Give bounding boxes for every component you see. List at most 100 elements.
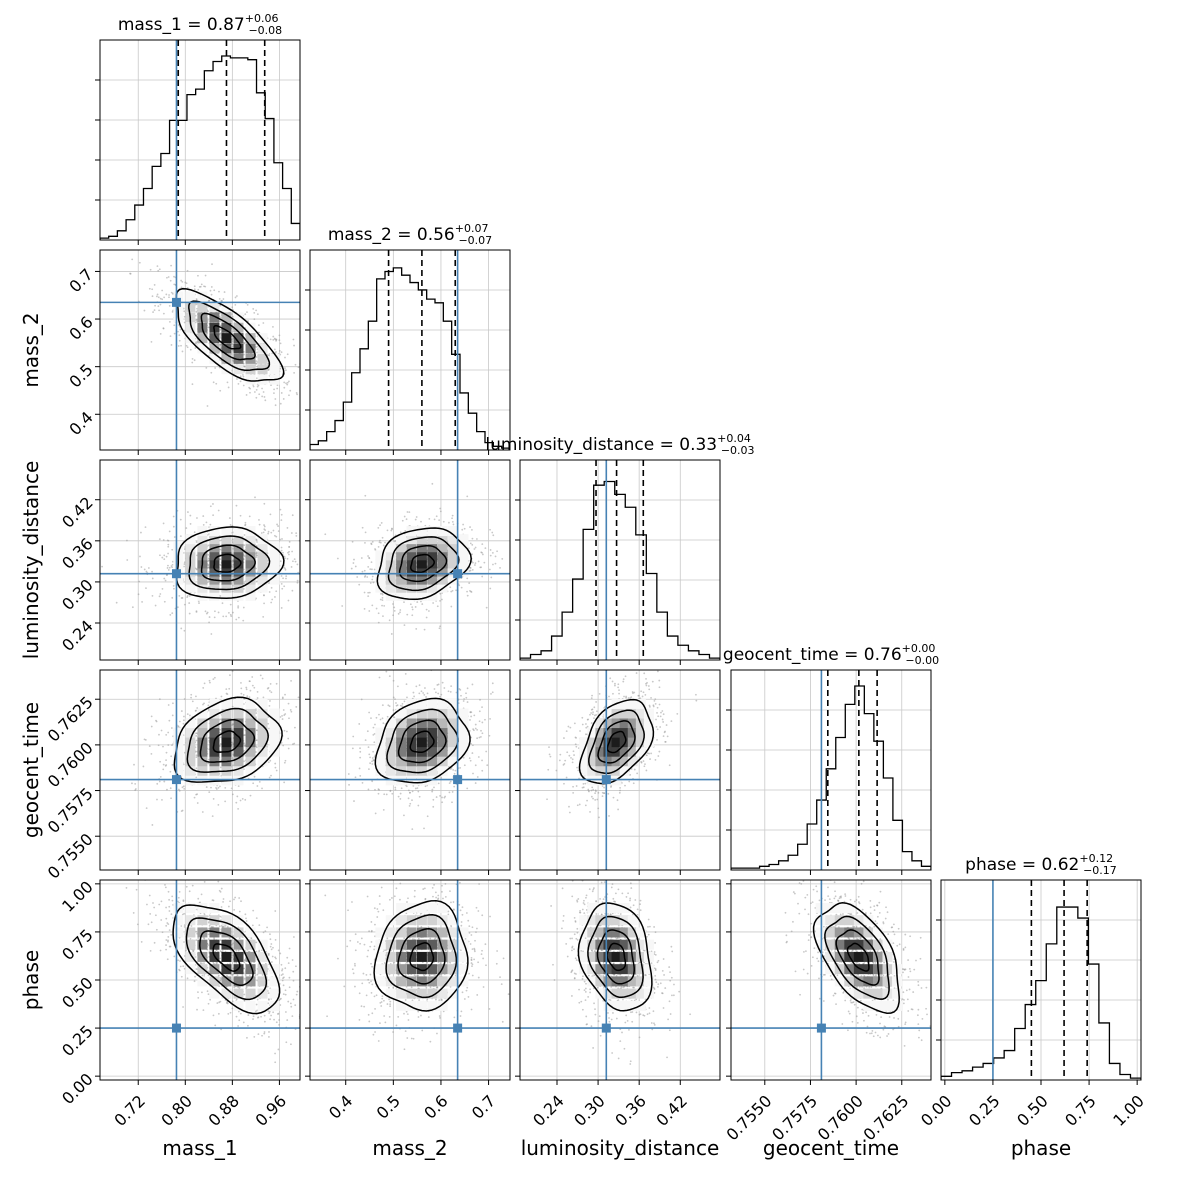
scatter-point: [371, 575, 374, 578]
scatter-point: [237, 616, 240, 619]
scatter-point: [210, 786, 212, 789]
scatter-point: [280, 582, 283, 585]
scatter-point: [208, 679, 211, 682]
scatter-point: [162, 539, 165, 541]
scatter-point: [451, 791, 454, 793]
scatter-point: [382, 544, 385, 547]
scatter-point: [435, 691, 437, 694]
scatter-point: [401, 705, 404, 708]
panel-frame: [99, 669, 301, 871]
scatter-point: [219, 548, 221, 551]
scatter-point: [165, 759, 167, 762]
density-cell: [221, 590, 232, 601]
scatter-point: [462, 700, 465, 702]
scatter-point: [171, 310, 174, 313]
density-cell: [185, 566, 196, 577]
density-cell: [173, 746, 184, 757]
scatter-point: [235, 618, 238, 621]
density-cell: [257, 582, 268, 593]
scatter-point: [188, 612, 191, 615]
scatter-point: [392, 696, 395, 699]
scatter-point: [273, 337, 276, 340]
density-cell: [385, 542, 396, 553]
scatter-point: [285, 577, 287, 580]
scatter-point: [280, 549, 283, 552]
scatter-point: [243, 370, 245, 373]
scatter-point: [394, 788, 397, 791]
scatter-point: [173, 332, 176, 335]
scatter-point: [181, 786, 184, 789]
scatter-point: [293, 558, 296, 561]
scatter-point: [374, 548, 376, 550]
density-cell: [257, 574, 268, 585]
scatter-point: [179, 535, 182, 538]
scatter-point: [159, 776, 162, 778]
title-minus: −0.03: [721, 444, 755, 457]
title-main: luminosity_distance = 0.33: [485, 435, 717, 455]
scatter-point: [261, 387, 263, 390]
y-tick-label: 0.7600: [44, 738, 97, 791]
scatter-point: [242, 606, 245, 609]
scatter-point: [253, 311, 256, 314]
scatter-point: [152, 311, 154, 313]
scatter-point: [158, 538, 161, 541]
scatter-point: [283, 729, 286, 732]
scatter-point: [491, 531, 494, 534]
scatter-point: [408, 804, 411, 807]
scatter-point: [252, 385, 255, 388]
scatter-point: [234, 296, 237, 299]
scatter-point: [291, 589, 294, 592]
panel-content: [100, 460, 300, 660]
scatter-point: [126, 539, 128, 542]
scatter-point: [168, 530, 171, 533]
scatter-point: [458, 584, 461, 587]
scatter-point: [237, 785, 240, 788]
scatter-point: [463, 698, 465, 700]
scatter-point: [371, 780, 374, 783]
density-cell: [257, 727, 268, 738]
y-tick-label: 0.30: [58, 575, 97, 614]
scatter-point: [232, 742, 234, 745]
scatter-point: [304, 378, 306, 380]
scatter-point: [255, 360, 258, 363]
scatter-point: [244, 523, 247, 526]
scatter-point: [196, 517, 198, 519]
scatter-point: [448, 782, 451, 785]
scatter-point: [499, 566, 501, 569]
scatter-point: [131, 782, 133, 785]
scatter-point: [249, 391, 251, 394]
scatter-point: [154, 604, 157, 607]
scatter-point: [219, 304, 222, 307]
density-cell: [245, 534, 256, 545]
scatter-point: [367, 746, 370, 749]
scatter-point: [149, 268, 152, 271]
scatter-point: [173, 275, 175, 278]
scatter-point: [222, 298, 225, 300]
scatter-point: [191, 700, 194, 703]
scatter-point: [453, 785, 456, 788]
scatter-point: [232, 746, 234, 749]
scatter-point: [306, 743, 308, 745]
panel-luminosity_distance-vs-luminosity_distance: luminosity_distance = 0.33+0.04 −0.03: [485, 432, 755, 665]
scatter-point: [440, 776, 443, 779]
density-cell: [173, 765, 184, 776]
scatter-point: [375, 607, 378, 610]
scatter-point: [491, 551, 494, 554]
scatter-point: [359, 747, 361, 750]
scatter-point: [471, 568, 474, 571]
scatter-point: [409, 791, 411, 794]
scatter-point: [268, 704, 271, 707]
scatter-point: [431, 788, 434, 791]
density-cell: [221, 333, 232, 344]
scatter-point: [171, 763, 174, 766]
scatter-point: [178, 720, 181, 723]
scatter-point: [287, 599, 290, 602]
scatter-point: [316, 743, 318, 745]
density-cell: [458, 550, 469, 561]
scatter-point: [268, 591, 271, 593]
scatter-point: [248, 680, 251, 683]
scatter-point: [279, 402, 282, 405]
scatter-point: [310, 801, 312, 803]
scatter-point: [279, 716, 282, 718]
scatter-point: [443, 687, 446, 689]
